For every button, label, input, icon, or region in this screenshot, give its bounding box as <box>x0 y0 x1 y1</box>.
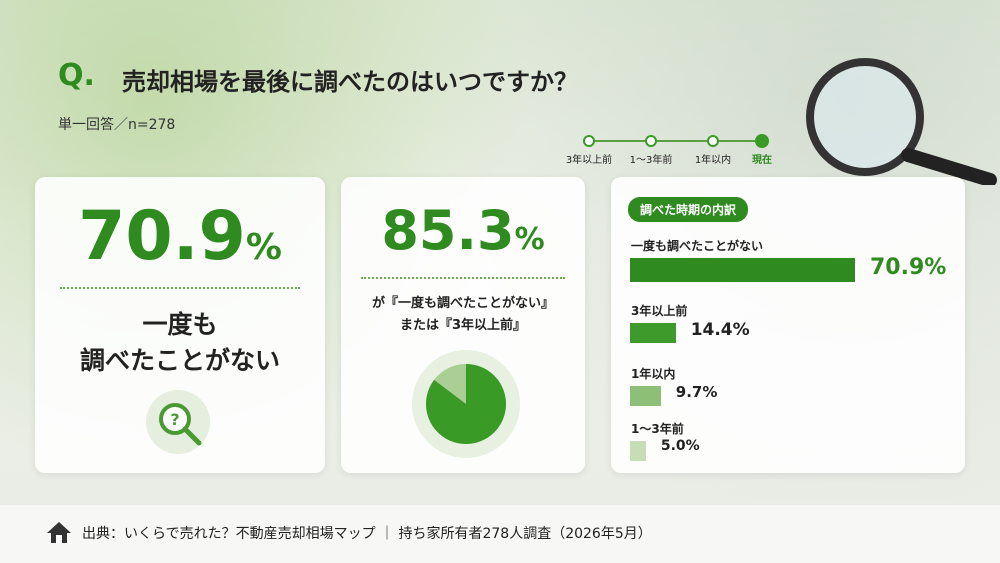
label-line: 一度も <box>142 310 218 339</box>
timeline: 3年以上前 1〜3年前 1年以内 現在 <box>566 134 772 166</box>
q-mark: Q. <box>58 58 95 93</box>
footer-source: 出典：いくらで売れた？不動産売却相場マップ ｜ 持ち家所有者278人調査（202… <box>82 526 652 542</box>
divider <box>60 287 300 289</box>
bar-chart: 一度も調べたことがない 70.9% 3年以上前 14.4% 1年以内 9.7% 1〜3年前 5… <box>611 177 965 473</box>
caption-line: が『一度も調べたことがない』 <box>371 296 554 311</box>
value-label: 5.0% <box>660 438 700 454</box>
caption-line: または『3年以上前』 <box>399 318 527 333</box>
unit: % <box>245 227 282 268</box>
bar-label: 1年以内 <box>631 367 676 381</box>
card-total: 70.9% 一度も 調べたことがない ? <box>35 177 325 473</box>
breakdown-title: 調べた時期の内訳 <box>628 197 749 222</box>
footer-bar: 出典：いくらで売れた？不動産売却相場マップ ｜ 持ち家所有者278人調査（202… <box>0 505 1000 563</box>
timeline-label: 現在 <box>752 153 772 166</box>
timeline-label: 1年以内 <box>695 153 731 166</box>
bar <box>630 441 646 461</box>
bar-label: 一度も調べたことがない <box>631 239 764 253</box>
pie-slice <box>426 364 506 444</box>
big-value: 70.9 <box>78 197 246 276</box>
timeline-dot <box>755 134 769 148</box>
magnifier-icon <box>806 58 997 185</box>
value-label: 70.9% <box>870 255 947 280</box>
big-value: 85.3 <box>381 199 515 262</box>
label-line: 調べたことがない <box>79 346 280 375</box>
bar <box>630 258 855 282</box>
value-label: 9.7% <box>675 383 718 401</box>
timeline-dot <box>645 135 657 147</box>
timeline-dot <box>707 135 719 147</box>
bar-label: 3年以上前 <box>631 304 688 318</box>
timeline-dot <box>583 135 595 147</box>
timeline-label: 1〜3年前 <box>630 153 673 166</box>
search-icon: ? <box>146 390 210 454</box>
unit: % <box>514 222 545 257</box>
svg-text:?: ? <box>170 410 179 429</box>
title: 売却相場を最後に調べたのはいつですか？ <box>122 68 578 96</box>
card-combined: 85.3% が『一度も調べたことがない』 または『3年以上前』 <box>341 177 585 473</box>
bar-label: 1〜3年前 <box>631 422 684 436</box>
subtitle: 単一回答／n=278 <box>58 117 176 133</box>
timeline-label: 3年以上前 <box>566 153 612 166</box>
home-icon <box>47 522 71 543</box>
bar <box>630 323 676 343</box>
value-label: 14.4% <box>690 320 750 340</box>
pie <box>412 350 520 458</box>
card-breakdown: 調べた時期の内訳 一度も調べたことがない 70.9% 3年以上前 14.4% 1年以内 9… <box>611 177 965 473</box>
divider <box>361 277 565 279</box>
bar <box>630 386 661 406</box>
